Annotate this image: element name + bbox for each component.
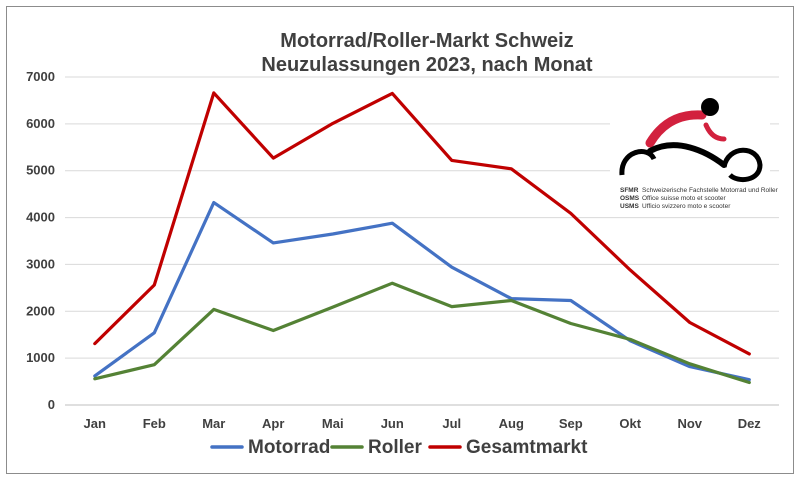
y-tick-label: 3000: [26, 256, 55, 271]
legend-label-gesamtmarkt: Gesamtmarkt: [466, 437, 588, 458]
logo-rider-head: [701, 98, 719, 116]
x-tick-label: Feb: [143, 416, 166, 431]
logo-line-2: Office suisse moto et scooter: [642, 195, 727, 202]
x-tick-label: Apr: [262, 416, 284, 431]
y-tick-label: 4000: [26, 210, 55, 225]
legend: Motorrad Roller Gesamtmarkt: [210, 437, 588, 458]
y-tick-label: 0: [48, 397, 55, 412]
series-line-gesamtmarkt: [93, 91, 751, 356]
logo-abbr-3: USMS: [620, 203, 639, 210]
x-tick-label: Jan: [84, 416, 106, 431]
y-axis-ticks: 0 1000 2000 3000 4000 5000 6000 7000: [26, 69, 55, 412]
x-tick-label: Okt: [619, 416, 641, 431]
y-tick-label: 7000: [26, 69, 55, 84]
logo-abbr-2: OSMS: [620, 195, 640, 202]
logo-rider-arm: [703, 122, 727, 142]
sfmr-logo: SFMR Schweizerische Fachstelle Motorrad …: [610, 85, 779, 210]
y-tick-label: 5000: [26, 163, 55, 178]
series-line-roller: [93, 281, 751, 385]
x-tick-label: Jul: [442, 416, 461, 431]
line-chart: Motorrad/Roller-Markt Schweiz Neuzulassu…: [26, 30, 779, 458]
logo-rider-arc: [645, 110, 707, 148]
logo-rear-wheel: [619, 149, 657, 176]
x-axis-ticks: Jan Feb Mar Apr Mai Jun Jul Aug Sep Okt Nov Dez: [84, 416, 762, 431]
chart-title-line-1: Motorrad/Roller-Markt Schweiz: [280, 30, 573, 52]
series-line-motorrad: [93, 201, 751, 382]
chart-frame: Motorrad/Roller-Markt Schweiz Neuzulassu…: [6, 6, 794, 474]
x-tick-label: Mar: [202, 416, 225, 431]
legend-label-motorrad: Motorrad: [248, 437, 330, 458]
x-tick-label: Dez: [738, 416, 762, 431]
series-lines: [93, 91, 751, 385]
x-tick-label: Nov: [677, 416, 702, 431]
logo-line-3: Ufficio svizzero moto e scooter: [642, 203, 731, 210]
logo-front-wheel: [721, 147, 763, 183]
x-tick-label: Mai: [322, 416, 344, 431]
logo-abbr-1: SFMR: [620, 187, 639, 194]
logo-line-1: Schweizerische Fachstelle Motorrad und R…: [642, 187, 779, 194]
y-tick-label: 6000: [26, 116, 55, 131]
x-tick-label: Sep: [559, 416, 583, 431]
legend-label-roller: Roller: [368, 437, 422, 458]
logo-body: [647, 142, 727, 168]
x-tick-label: Aug: [499, 416, 524, 431]
y-tick-label: 2000: [26, 303, 55, 318]
x-tick-label: Jun: [381, 416, 404, 431]
y-tick-label: 1000: [26, 350, 55, 365]
chart-title-line-2: Neuzulassungen 2023, nach Monat: [261, 54, 593, 76]
